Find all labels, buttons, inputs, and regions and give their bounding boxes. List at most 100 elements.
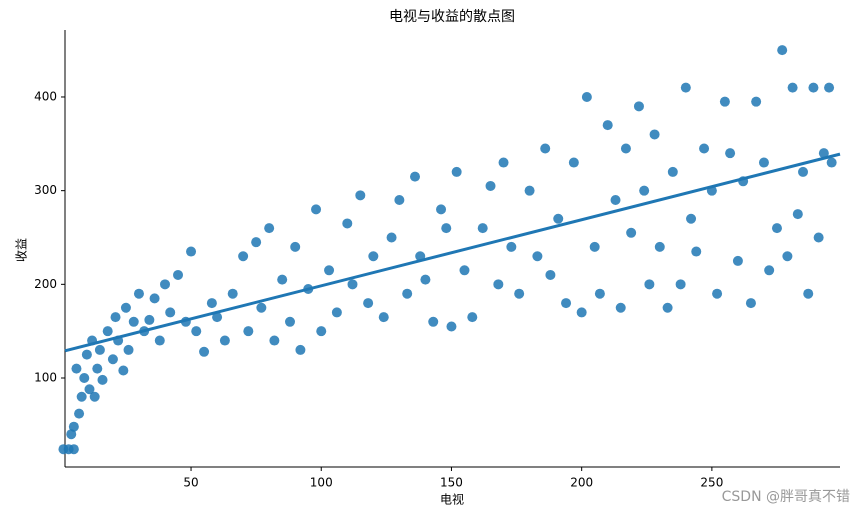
point [212, 312, 223, 323]
point [97, 374, 108, 385]
point [524, 185, 535, 196]
point [89, 391, 100, 402]
point [813, 232, 824, 243]
point [402, 288, 413, 299]
point [751, 96, 762, 107]
point [290, 241, 301, 252]
point [68, 444, 79, 455]
point [84, 384, 95, 395]
point [540, 143, 551, 154]
point [506, 241, 517, 252]
point [363, 298, 374, 309]
watermark: CSDN @胖哥真不错 [722, 489, 850, 505]
point [581, 91, 592, 102]
point [238, 251, 249, 262]
point [110, 312, 121, 323]
point [691, 246, 702, 257]
point [620, 143, 631, 154]
point [295, 344, 306, 355]
point [824, 82, 835, 93]
point [771, 223, 782, 234]
y-tick-label: 100 [34, 371, 57, 385]
point [532, 251, 543, 262]
point [446, 321, 457, 332]
point [594, 288, 605, 299]
point [128, 316, 139, 327]
point [436, 204, 447, 215]
point [818, 148, 829, 159]
point [316, 326, 327, 337]
point [758, 157, 769, 168]
point [561, 298, 572, 309]
point [256, 302, 267, 313]
point [66, 429, 77, 440]
point [610, 195, 621, 206]
point [394, 195, 405, 206]
point [568, 157, 579, 168]
point [654, 241, 665, 252]
point [667, 166, 678, 177]
point [154, 335, 165, 346]
point [331, 307, 342, 318]
point [79, 373, 90, 384]
point [227, 288, 238, 299]
point [243, 326, 254, 337]
point [808, 82, 819, 93]
point [269, 335, 280, 346]
point [160, 279, 170, 290]
point [576, 307, 587, 318]
point [662, 302, 673, 313]
point [149, 293, 160, 304]
point [477, 223, 488, 234]
point [386, 232, 397, 243]
point [639, 185, 650, 196]
point [649, 129, 660, 140]
point [92, 363, 103, 374]
point [467, 312, 478, 323]
x-tick-label: 50 [183, 476, 198, 490]
point [219, 335, 230, 346]
point [378, 312, 389, 323]
point [311, 204, 322, 215]
point [545, 269, 556, 280]
point [493, 279, 504, 290]
point [777, 45, 788, 56]
point [342, 218, 353, 229]
point [633, 101, 644, 112]
point [123, 344, 134, 355]
point [732, 255, 743, 266]
point [120, 302, 131, 313]
point [186, 246, 197, 257]
point [94, 344, 105, 355]
y-tick-label: 300 [34, 183, 57, 197]
point [76, 391, 87, 402]
point [764, 265, 775, 276]
point [199, 346, 210, 357]
point [206, 298, 217, 309]
point [626, 227, 637, 238]
point [451, 166, 462, 177]
point [675, 279, 686, 290]
point [191, 326, 202, 337]
regression-line [64, 152, 841, 353]
chart-title: 电视与收益的散点图 [389, 9, 515, 25]
point [782, 251, 793, 262]
point [725, 148, 736, 159]
point [602, 120, 613, 131]
point [615, 302, 626, 313]
point [355, 190, 366, 201]
point [285, 316, 295, 327]
x-tick-label: 250 [700, 476, 723, 490]
point [441, 223, 452, 234]
point [118, 365, 129, 376]
x-tick-label: 200 [570, 476, 593, 490]
point [514, 288, 525, 299]
point [798, 166, 809, 177]
point [712, 288, 723, 299]
point [347, 279, 358, 290]
point [71, 363, 82, 374]
point [553, 213, 564, 224]
point [792, 209, 803, 220]
point [485, 180, 496, 191]
